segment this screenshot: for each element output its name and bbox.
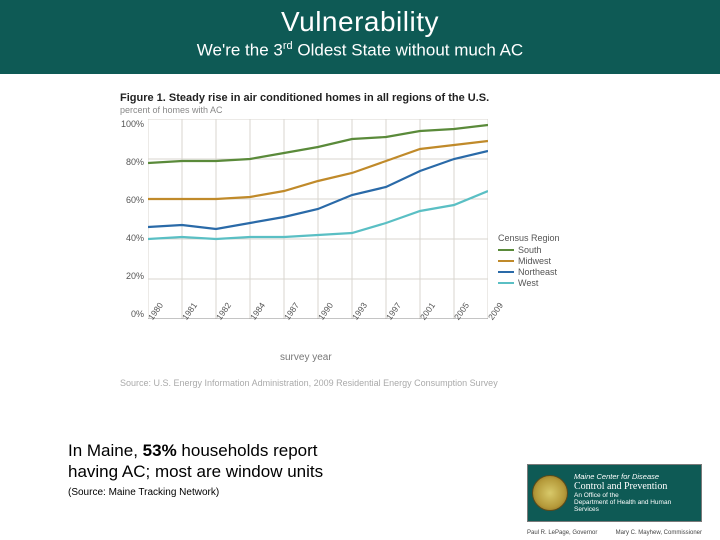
legend-item: West xyxy=(498,278,588,288)
stat-source: (Source: Maine Tracking Network) xyxy=(68,487,448,498)
figure-title: Figure 1. Steady rise in air conditioned… xyxy=(120,92,600,104)
stat-bold: 53% xyxy=(143,441,177,460)
chart-row: 100% 80% 60% 40% 20% 0% Census Region SouthMi… xyxy=(120,119,600,319)
y-tick: 60% xyxy=(120,195,144,205)
stat-post: households report xyxy=(177,441,318,460)
legend-item: Midwest xyxy=(498,256,588,266)
legend-swatch xyxy=(498,271,514,274)
legend-swatch xyxy=(498,249,514,252)
subtitle-post: Oldest State without much AC xyxy=(293,41,524,60)
subtitle-pre: We're the 3 xyxy=(197,41,283,60)
figure-source: Source: U.S. Energy Information Administ… xyxy=(120,378,498,388)
logo-line4: Department of Health and Human Services xyxy=(574,499,697,513)
y-axis-labels: 100% 80% 60% 40% 20% 0% xyxy=(120,119,148,319)
logo-foot-left: Paul R. LePage, Governor xyxy=(527,530,597,536)
page-subtitle: We're the 3rd Oldest State without much … xyxy=(0,40,720,61)
logo-line1: Maine Center for Disease xyxy=(574,473,697,481)
logo-line3: An Office of the xyxy=(574,492,697,499)
legend-label: Northeast xyxy=(518,267,557,277)
y-tick: 100% xyxy=(120,119,144,129)
figure-subtitle: percent of homes with AC xyxy=(120,105,600,115)
legend-swatch xyxy=(498,282,514,285)
line-chart xyxy=(148,119,488,319)
legend-swatch xyxy=(498,260,514,263)
stat-pre: In Maine, xyxy=(68,441,143,460)
page-title: Vulnerability xyxy=(0,6,720,38)
logo-foot-right: Mary C. Mayhew, Commissioner xyxy=(616,530,702,536)
state-seal-icon xyxy=(532,475,568,511)
legend-title: Census Region xyxy=(498,233,588,243)
legend-label: South xyxy=(518,245,542,255)
logo-footer: Paul R. LePage, Governor Mary C. Mayhew,… xyxy=(527,530,702,536)
y-tick: 80% xyxy=(120,157,144,167)
logo-text: Maine Center for Disease Control and Pre… xyxy=(574,473,697,514)
stat-line2: having AC; most are window units xyxy=(68,462,323,481)
logo-line2: Control and Prevention xyxy=(574,481,697,492)
legend-label: Midwest xyxy=(518,256,551,266)
legend: Census Region SouthMidwestNortheastWest xyxy=(498,233,588,289)
legend-item: Northeast xyxy=(498,267,588,277)
y-tick: 40% xyxy=(120,233,144,243)
agency-logo: Maine Center for Disease Control and Pre… xyxy=(527,464,702,522)
x-axis-title: survey year xyxy=(280,352,332,363)
y-tick: 0% xyxy=(120,309,144,319)
stat-line: In Maine, 53% households report having A… xyxy=(68,440,448,483)
figure-container: Figure 1. Steady rise in air conditioned… xyxy=(120,92,600,319)
legend-label: West xyxy=(518,278,538,288)
header-banner: Vulnerability We're the 3rd Oldest State… xyxy=(0,0,720,74)
x-axis-labels: 1980198119821984198719901993199720012005… xyxy=(148,310,488,350)
subtitle-sup: rd xyxy=(283,40,293,52)
y-tick: 20% xyxy=(120,271,144,281)
legend-item: South xyxy=(498,245,588,255)
legend-items: SouthMidwestNortheastWest xyxy=(498,245,588,288)
bottom-callout: In Maine, 53% households report having A… xyxy=(68,440,448,498)
